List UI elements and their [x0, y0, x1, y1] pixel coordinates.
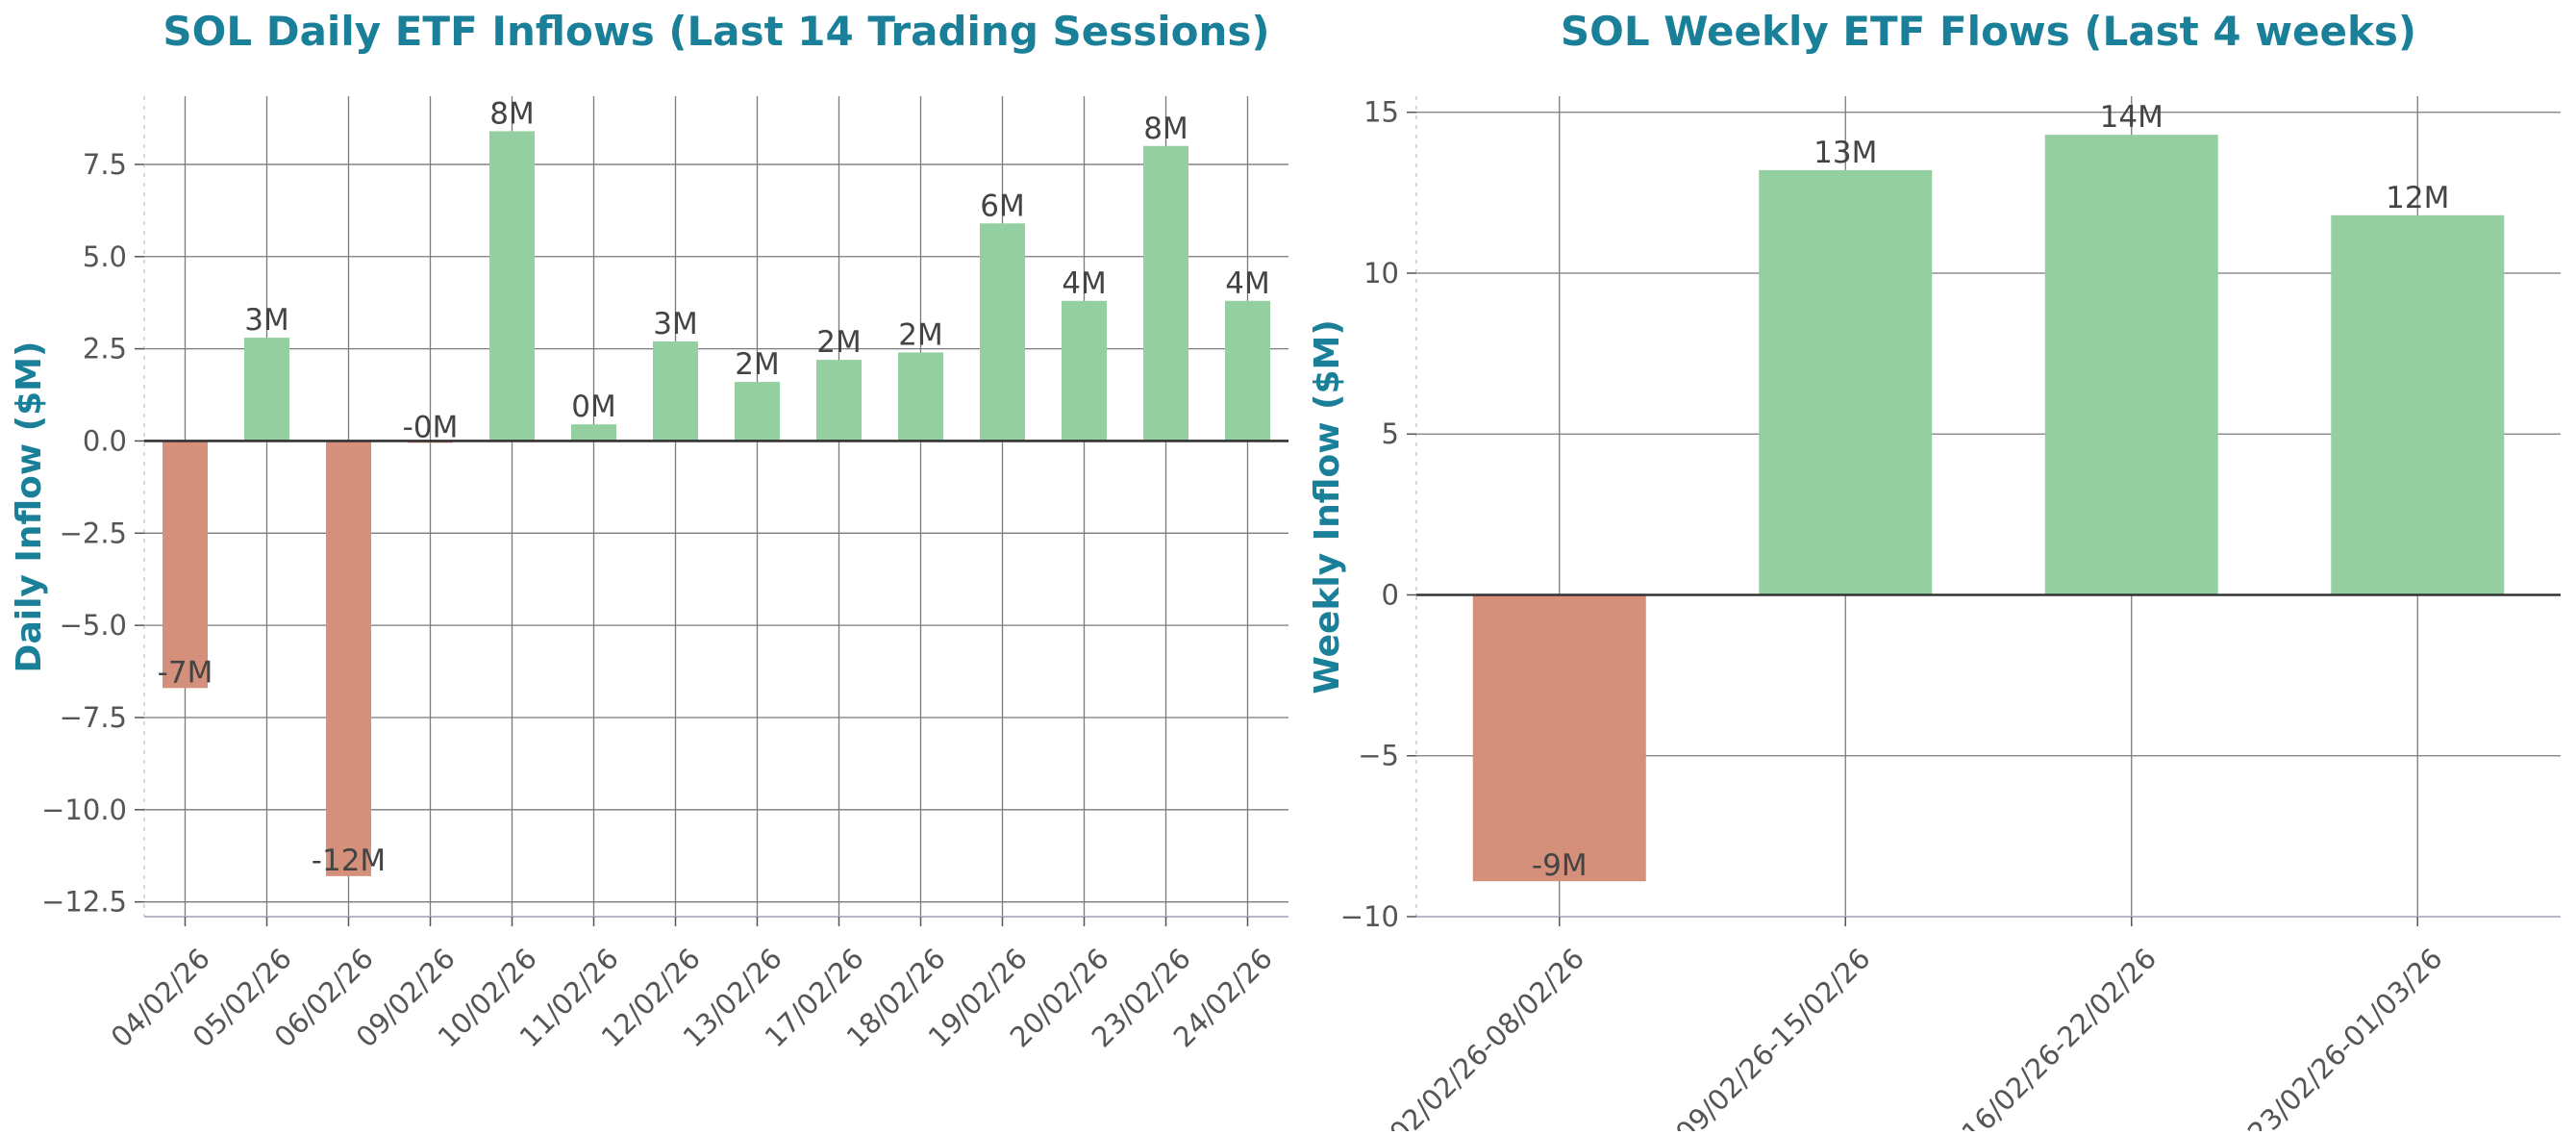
- bar-24/02/26: [1225, 300, 1270, 441]
- daily-bars: [163, 131, 1270, 876]
- daily-axes: 7.55.02.50.0−2.5−5.0−7.5−10.0−12.504/02/…: [41, 96, 1288, 1053]
- daily-inflows-chart: SOL Daily ETF Inflows (Last 14 Trading S…: [10, 8, 1288, 1053]
- bar-04/02/26: [163, 441, 208, 689]
- data-label: 4M: [1225, 266, 1269, 301]
- bar-06/02/26: [326, 441, 371, 876]
- data-label: 0M: [571, 390, 615, 424]
- bar-11/02/26: [571, 424, 616, 441]
- data-label: 13M: [1813, 136, 1877, 170]
- bar-18/02/26: [898, 352, 943, 441]
- bar-13/02/26: [735, 382, 780, 441]
- daily-chart-title: SOL Daily ETF Inflows (Last 14 Trading S…: [163, 8, 1269, 55]
- x-tick-label: 02/02/26-08/02/26: [1383, 942, 1590, 1131]
- y-tick-label: −10.0: [41, 794, 127, 826]
- data-label: 3M: [653, 307, 697, 341]
- data-label: 2M: [816, 325, 861, 360]
- y-tick-label: 7.5: [83, 148, 127, 181]
- data-label: 8M: [1143, 112, 1188, 146]
- x-tick-label: 16/02/26-22/02/26: [1955, 942, 2163, 1131]
- data-label: 3M: [244, 303, 288, 338]
- weekly-flows-chart: SOL Weekly ETF Flows (Last 4 weeks) Week…: [1308, 8, 2561, 1135]
- bar-02/02/26-08/02/26: [1472, 594, 1646, 882]
- weekly-bars: [1472, 135, 2505, 882]
- bar-17/02/26: [816, 360, 862, 441]
- y-tick-label: 5.0: [83, 240, 127, 273]
- bar-12/02/26: [653, 340, 698, 441]
- data-label: -7M: [158, 655, 213, 690]
- y-tick-label: 5: [1382, 417, 1399, 450]
- y-tick-label: −5.0: [60, 609, 127, 642]
- y-tick-label: 0: [1382, 578, 1399, 611]
- data-label: -12M: [312, 844, 386, 878]
- daily-data-labels: -7M 3M -12M -0M 8M 0M 3M 2M 2M 2M 6M 4M 8M 4M: [158, 96, 1270, 877]
- data-label: 2M: [735, 347, 779, 382]
- y-tick-label: −7.5: [60, 701, 127, 734]
- y-tick-label: −12.5: [41, 886, 127, 919]
- bar-23/02/26-01/03/26: [2331, 214, 2505, 595]
- bar-19/02/26: [980, 223, 1025, 441]
- bar-05/02/26: [244, 338, 289, 441]
- bar-20/02/26: [1062, 300, 1107, 441]
- data-label: -0M: [403, 410, 459, 444]
- daily-chart-ylabel: Daily Inflow ($M): [10, 341, 49, 673]
- weekly-chart-title: SOL Weekly ETF Flows (Last 4 weeks): [1561, 8, 2416, 55]
- data-label: 2M: [898, 317, 942, 352]
- x-tick-label: 23/02/26-01/03/26: [2241, 942, 2449, 1131]
- bar-09/02/26-15/02/26: [1759, 169, 1933, 595]
- data-label: 12M: [2386, 181, 2449, 215]
- bar-16/02/26-22/02/26: [2044, 135, 2218, 595]
- y-tick-label: 2.5: [83, 333, 127, 366]
- data-label: 14M: [2100, 100, 2163, 135]
- weekly-data-labels: -9M 13M 14M 12M: [1532, 100, 2449, 883]
- y-tick-label: −10: [1340, 900, 1399, 933]
- daily-gridlines: [144, 96, 1288, 917]
- weekly-chart-ylabel: Weekly Inflow ($M): [1308, 319, 1347, 694]
- y-tick-label: −5: [1358, 740, 1399, 772]
- y-tick-label: −2.5: [60, 517, 127, 549]
- data-label: -9M: [1532, 848, 1588, 883]
- bar-23/02/26: [1143, 145, 1188, 441]
- data-label: 4M: [1062, 266, 1106, 301]
- data-label: 6M: [980, 189, 1024, 223]
- y-tick-label: 0.0: [83, 424, 127, 457]
- y-tick-label: 10: [1363, 257, 1399, 290]
- x-tick-label: 09/02/26-15/02/26: [1669, 942, 1877, 1131]
- y-tick-label: 15: [1363, 96, 1399, 129]
- bar-10/02/26: [489, 131, 535, 441]
- data-label: 8M: [489, 96, 534, 131]
